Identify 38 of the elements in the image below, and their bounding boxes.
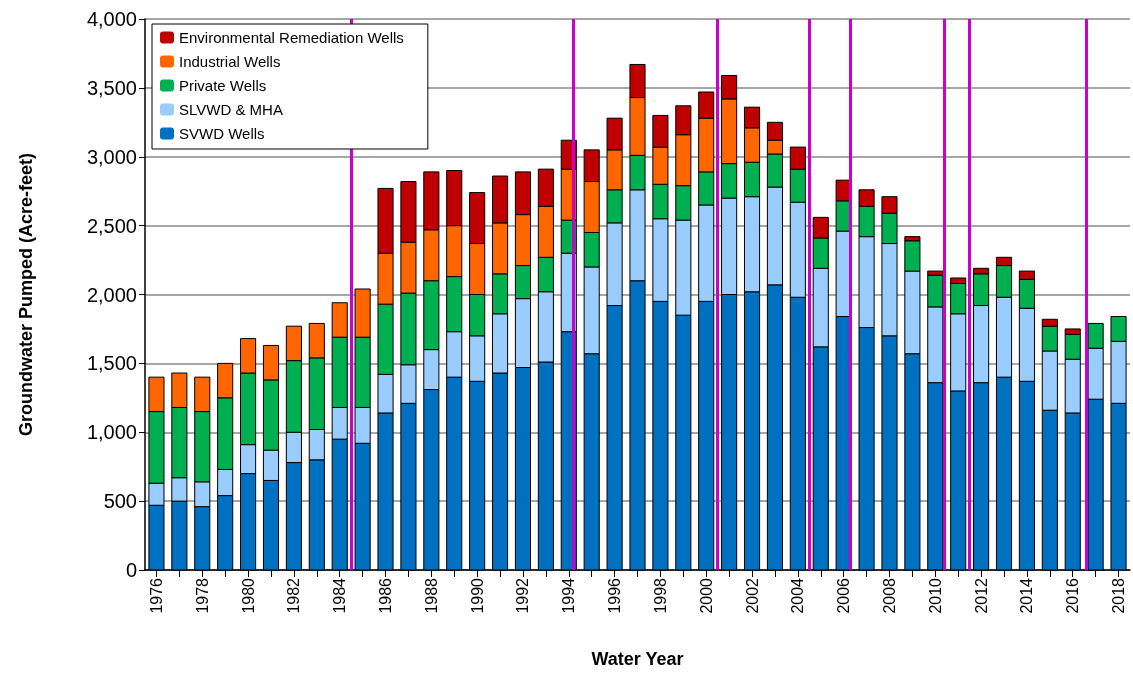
y-tick-label: 1,000 bbox=[86, 421, 137, 444]
x-tick-label: 2012 bbox=[972, 577, 990, 614]
y-tick-label: 500 bbox=[103, 490, 137, 513]
x-axis-title: Water Year bbox=[591, 649, 684, 669]
x-tick-label: 1976 bbox=[147, 577, 165, 614]
x-tick-label: 2004 bbox=[789, 577, 807, 614]
y-tick-label: 1,500 bbox=[86, 352, 137, 375]
legend-label: SLVWD & MHA bbox=[179, 101, 283, 118]
x-tick-label: 2000 bbox=[697, 577, 715, 614]
x-tick-label: 1980 bbox=[239, 577, 257, 614]
x-tick-label: 2002 bbox=[743, 577, 761, 614]
x-tick-label: 1978 bbox=[193, 577, 211, 614]
legend-label: Private Wells bbox=[179, 77, 267, 94]
y-tick-label: 3,500 bbox=[86, 76, 137, 99]
legend-label: Industrial Wells bbox=[179, 53, 281, 70]
x-tick-label: 2016 bbox=[1064, 577, 1082, 614]
y-tick-label: 0 bbox=[125, 559, 137, 581]
x-tick-label: 2010 bbox=[926, 577, 944, 614]
x-tick-label: 2018 bbox=[1110, 577, 1128, 614]
x-tick-label: 2006 bbox=[835, 577, 853, 614]
x-tick-label: 1982 bbox=[285, 577, 303, 614]
x-tick-label: 2014 bbox=[1018, 577, 1036, 614]
legend-label: SVWD Wells bbox=[179, 125, 265, 142]
x-tick-label: 2008 bbox=[880, 577, 898, 614]
x-tick-label: 1986 bbox=[377, 577, 395, 614]
y-tick-label: 2,000 bbox=[86, 283, 137, 306]
x-tick-label: 1990 bbox=[468, 577, 486, 614]
y-tick-label: 4,000 bbox=[86, 8, 137, 30]
x-tick-label: 1994 bbox=[560, 577, 578, 614]
y-tick-label: 2,500 bbox=[86, 214, 137, 237]
x-tick-label: 1992 bbox=[514, 577, 532, 614]
x-tick-label: 1988 bbox=[422, 577, 440, 614]
x-tick-label: 1996 bbox=[606, 577, 624, 614]
y-tick-label: 3,000 bbox=[86, 145, 137, 168]
legend-label: Environmental Remediation Wells bbox=[179, 29, 404, 46]
x-tick-label: 1998 bbox=[651, 577, 669, 614]
y-axis-title: Groundwater Pumped (Acre-feet) bbox=[16, 152, 36, 437]
x-tick-label: 1984 bbox=[331, 577, 349, 614]
